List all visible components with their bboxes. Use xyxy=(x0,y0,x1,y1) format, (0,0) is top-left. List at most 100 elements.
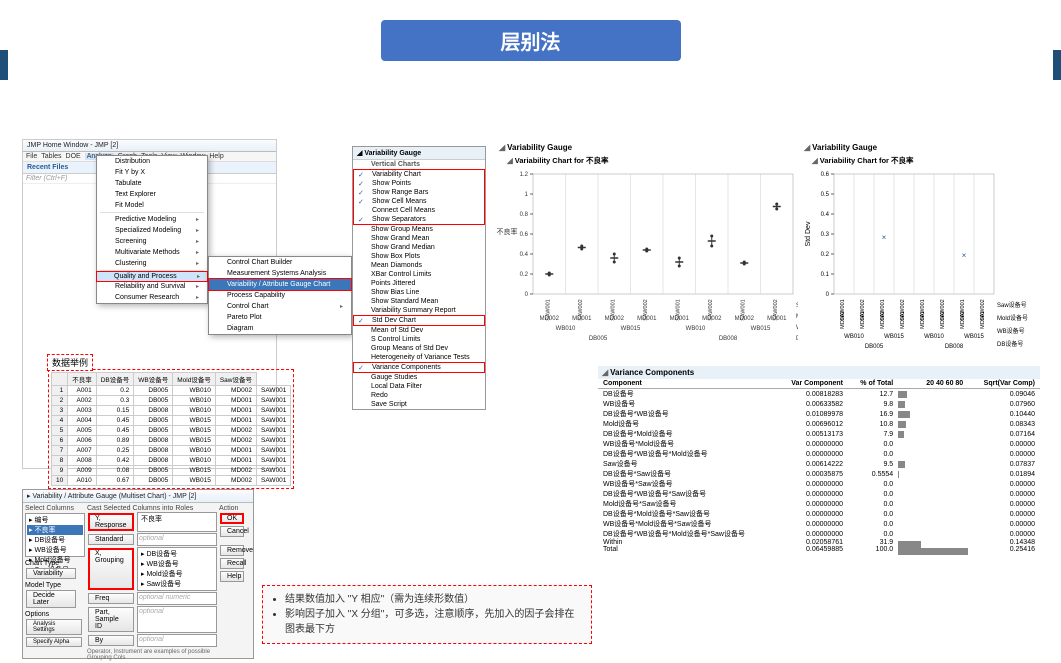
menu-item[interactable]: Show Grand Mean xyxy=(353,234,485,243)
menu-item[interactable]: Variability / Attribute Gauge Chart xyxy=(209,279,351,290)
by-btn[interactable]: By xyxy=(88,635,134,646)
disclosure-icon[interactable]: ◢ xyxy=(507,156,513,165)
analysis-settings-btn[interactable]: Analysis Settings xyxy=(26,619,82,635)
menu-item[interactable]: Show Points xyxy=(354,179,484,188)
menu-item[interactable]: Control Chart Builder xyxy=(209,257,351,268)
qp-submenu[interactable]: Control Chart BuilderMeasurement Systems… xyxy=(208,256,352,335)
menu-item[interactable]: Show Box Plots xyxy=(353,252,485,261)
menu-item[interactable]: Multivariate Methods xyxy=(97,247,207,258)
model-type-select[interactable]: Decide Later xyxy=(26,590,76,608)
svg-text:Mold设备号: Mold设备号 xyxy=(796,312,798,320)
variability-chart-1: ◢Variability Gauge ◢Variability Chart fo… xyxy=(495,141,798,369)
y-value[interactable]: 不良率 xyxy=(139,514,215,524)
help-button[interactable]: Help xyxy=(220,571,244,582)
menu-item[interactable]: Show Range Bars xyxy=(354,188,484,197)
menu-item[interactable]: Pareto Plot xyxy=(209,312,351,323)
svg-text:1.2: 1.2 xyxy=(520,172,529,178)
svg-text:0.2: 0.2 xyxy=(520,272,529,278)
svg-text:MD001: MD001 xyxy=(637,316,657,322)
svg-text:Std Dev: Std Dev xyxy=(805,221,812,246)
menu-item[interactable]: Text Explorer xyxy=(97,189,207,200)
menu-item[interactable]: Connect Cell Means xyxy=(354,206,484,215)
menu-item[interactable]: Show Separators xyxy=(354,215,484,224)
svg-text:MD002: MD002 xyxy=(605,316,625,322)
disclosure-icon[interactable]: ◢ xyxy=(602,368,608,377)
variability-chart-2: ◢Variability Gauge ◢Variability Chart fo… xyxy=(800,141,1040,369)
menu-item[interactable]: Control Chart xyxy=(209,301,351,312)
menu-item[interactable]: Show Cell Means xyxy=(354,197,484,206)
menu-item[interactable]: Points Jittered xyxy=(353,279,485,288)
columns-list[interactable]: ▸ 编号▸ 不良率▸ DB设备号▸ WB设备号▸ Mold设备号▸ Saw设备号 xyxy=(25,513,85,557)
disclosure-icon[interactable]: ◢ xyxy=(812,156,818,165)
recall-button[interactable]: Recall xyxy=(220,558,244,569)
menu-item[interactable]: Show Standard Mean xyxy=(353,297,485,306)
svg-text:Saw设备号: Saw设备号 xyxy=(997,301,1027,309)
svg-text:0: 0 xyxy=(826,292,830,298)
menu-item[interactable]: Clustering xyxy=(97,258,207,269)
x-grouping-btn[interactable]: X, Grouping xyxy=(88,548,134,590)
svg-text:Mold设备号: Mold设备号 xyxy=(997,314,1028,322)
svg-text:WB015: WB015 xyxy=(884,334,904,340)
svg-text:DB008: DB008 xyxy=(719,336,738,342)
svg-text:WB010: WB010 xyxy=(844,334,864,340)
menu-item[interactable]: Reliability and Survival xyxy=(97,281,207,292)
menu-item[interactable]: Process Capability xyxy=(209,290,351,301)
menu-item[interactable]: Variability Summary Report xyxy=(353,306,485,315)
cast-label: Cast Selected Columns into Roles xyxy=(87,505,217,512)
svg-text:WB设备号: WB设备号 xyxy=(796,323,798,331)
window-title: JMP Home Window - JMP [2] xyxy=(23,140,276,152)
svg-text:MD002: MD002 xyxy=(540,316,560,322)
menu-item[interactable]: Distribution xyxy=(97,156,207,167)
menu-item[interactable]: Fit Model xyxy=(97,200,207,211)
svg-text:MD002: MD002 xyxy=(735,316,755,322)
svg-text:MD001: MD001 xyxy=(767,316,787,322)
specify-alpha-btn[interactable]: Specify Alpha xyxy=(26,637,82,647)
part-btn[interactable]: Part, Sample ID xyxy=(88,607,134,632)
x-values-list[interactable]: ▸ DB设备号▸ WB设备号▸ Mold设备号▸ Saw设备号 xyxy=(137,547,217,591)
svg-text:1: 1 xyxy=(525,192,529,198)
y-response-btn[interactable]: Y, Response xyxy=(88,513,134,531)
menu-item[interactable]: Show Grand Median xyxy=(353,243,485,252)
disclosure-icon[interactable]: ◢ xyxy=(499,143,505,152)
menu-item[interactable]: Specialized Modeling xyxy=(97,225,207,236)
disclosure-icon[interactable]: ◢ xyxy=(804,143,810,152)
standard-btn[interactable]: Standard xyxy=(88,534,134,545)
menu-item[interactable]: Predictive Modeling xyxy=(97,214,207,225)
menu-item[interactable]: Diagram xyxy=(209,323,351,334)
svg-text:0: 0 xyxy=(525,292,529,298)
svg-text:×: × xyxy=(962,251,967,260)
menu-item[interactable]: XBar Control Limits xyxy=(353,270,485,279)
options-label: Options xyxy=(25,611,85,618)
menu-item[interactable]: Consumer Research xyxy=(97,292,207,303)
menu-item[interactable]: Screening xyxy=(97,236,207,247)
svg-text:WB015: WB015 xyxy=(751,326,771,332)
chart-type-label: Chart Type xyxy=(25,560,85,567)
svg-text:MD001: MD001 xyxy=(572,316,592,322)
model-type-label: Model Type xyxy=(25,582,85,589)
svg-text:WB010: WB010 xyxy=(924,334,944,340)
menu-item[interactable]: Tabulate xyxy=(97,178,207,189)
svg-text:不良率: 不良率 xyxy=(497,227,518,236)
remove-button[interactable]: Remove xyxy=(220,545,244,556)
svg-text:MD002: MD002 xyxy=(702,316,722,322)
menu-item[interactable]: Show Bias Line xyxy=(353,288,485,297)
svg-text:MD001: MD001 xyxy=(900,311,906,329)
svg-text:DB005: DB005 xyxy=(589,336,608,342)
chart1-svg: 00.20.40.60.811.2不良率SAW001SAW002SAW001SA… xyxy=(495,169,798,369)
cancel-button[interactable]: Cancel xyxy=(220,526,244,537)
ok-button[interactable]: OK xyxy=(220,513,244,524)
svg-text:WB010: WB010 xyxy=(556,326,576,332)
svg-text:0.5: 0.5 xyxy=(821,192,830,198)
variability-menu[interactable]: ◢ Variability GaugeVertical ChartsVariab… xyxy=(352,146,486,410)
menu-item[interactable]: Variability Chart xyxy=(354,170,484,179)
hint-text: Operator, Instrument are examples of pos… xyxy=(87,649,217,661)
chart-type-select[interactable]: Variability xyxy=(26,568,76,579)
svg-text:×: × xyxy=(882,233,887,242)
analyze-menu[interactable]: DistributionFit Y by XTabulateText Explo… xyxy=(96,155,208,304)
data-example-box: 数据举例 不良率DB设备号WB设备号Mold设备号Saw设备号1A0010.2D… xyxy=(48,369,294,489)
menu-item[interactable]: Fit Y by X xyxy=(97,167,207,178)
svg-text:MD002: MD002 xyxy=(840,311,846,329)
svg-text:0.3: 0.3 xyxy=(821,232,830,238)
menu-item[interactable]: Show Group Means xyxy=(353,225,485,234)
menu-item[interactable]: Mean Diamonds xyxy=(353,261,485,270)
